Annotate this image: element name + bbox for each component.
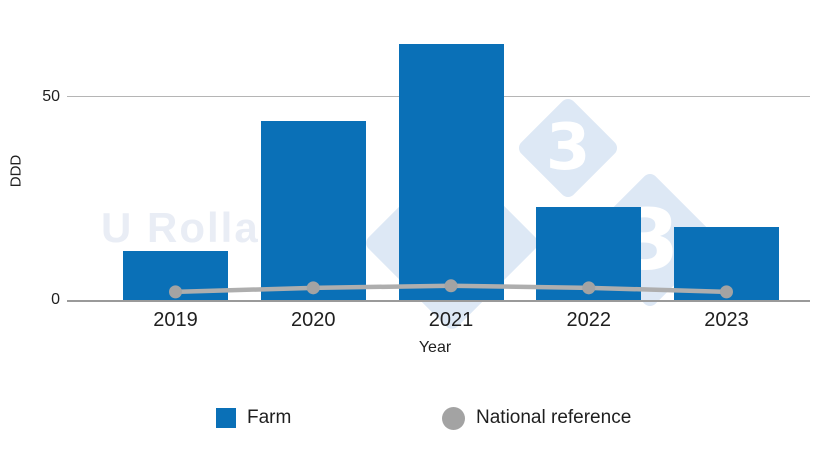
- x-tick-2022: 2022: [566, 309, 612, 331]
- x-tick-2023: 2023: [704, 309, 749, 331]
- bar-2020[interactable]: [260, 121, 366, 300]
- watermark-diamond-top: 3: [515, 95, 621, 201]
- legend-label-farm: Farm: [247, 407, 292, 428]
- x-tick-2021: 2021: [428, 309, 474, 331]
- y-axis-title: DDD: [7, 154, 25, 188]
- legend-item-farm[interactable]: Farm: [216, 405, 291, 431]
- watermark-text: U Rolla: [101, 204, 260, 251]
- watermark-three-glyph: 3: [545, 111, 591, 185]
- y-tick-0: 0: [51, 291, 60, 308]
- legend-label-national-reference: National reference: [476, 407, 632, 428]
- x-axis-baseline: [67, 300, 810, 302]
- national-reference-point-2020[interactable]: [306, 281, 320, 295]
- national-reference-swatch-icon: [442, 406, 465, 430]
- bar-2021[interactable]: [398, 44, 504, 300]
- legend-item-national-reference[interactable]: National reference: [442, 405, 631, 431]
- national-reference-point-2019[interactable]: [169, 285, 182, 299]
- x-tick-2020: 2020: [291, 309, 336, 331]
- national-reference-point-2021[interactable]: [444, 279, 458, 293]
- y-tick-50: 50: [42, 88, 60, 105]
- x-tick-2019: 2019: [153, 309, 198, 331]
- national-reference-point-2023[interactable]: [720, 285, 733, 299]
- national-reference-point-2022[interactable]: [582, 281, 596, 295]
- x-axis-title: Year: [418, 339, 452, 356]
- farm-swatch-icon: [216, 408, 236, 428]
